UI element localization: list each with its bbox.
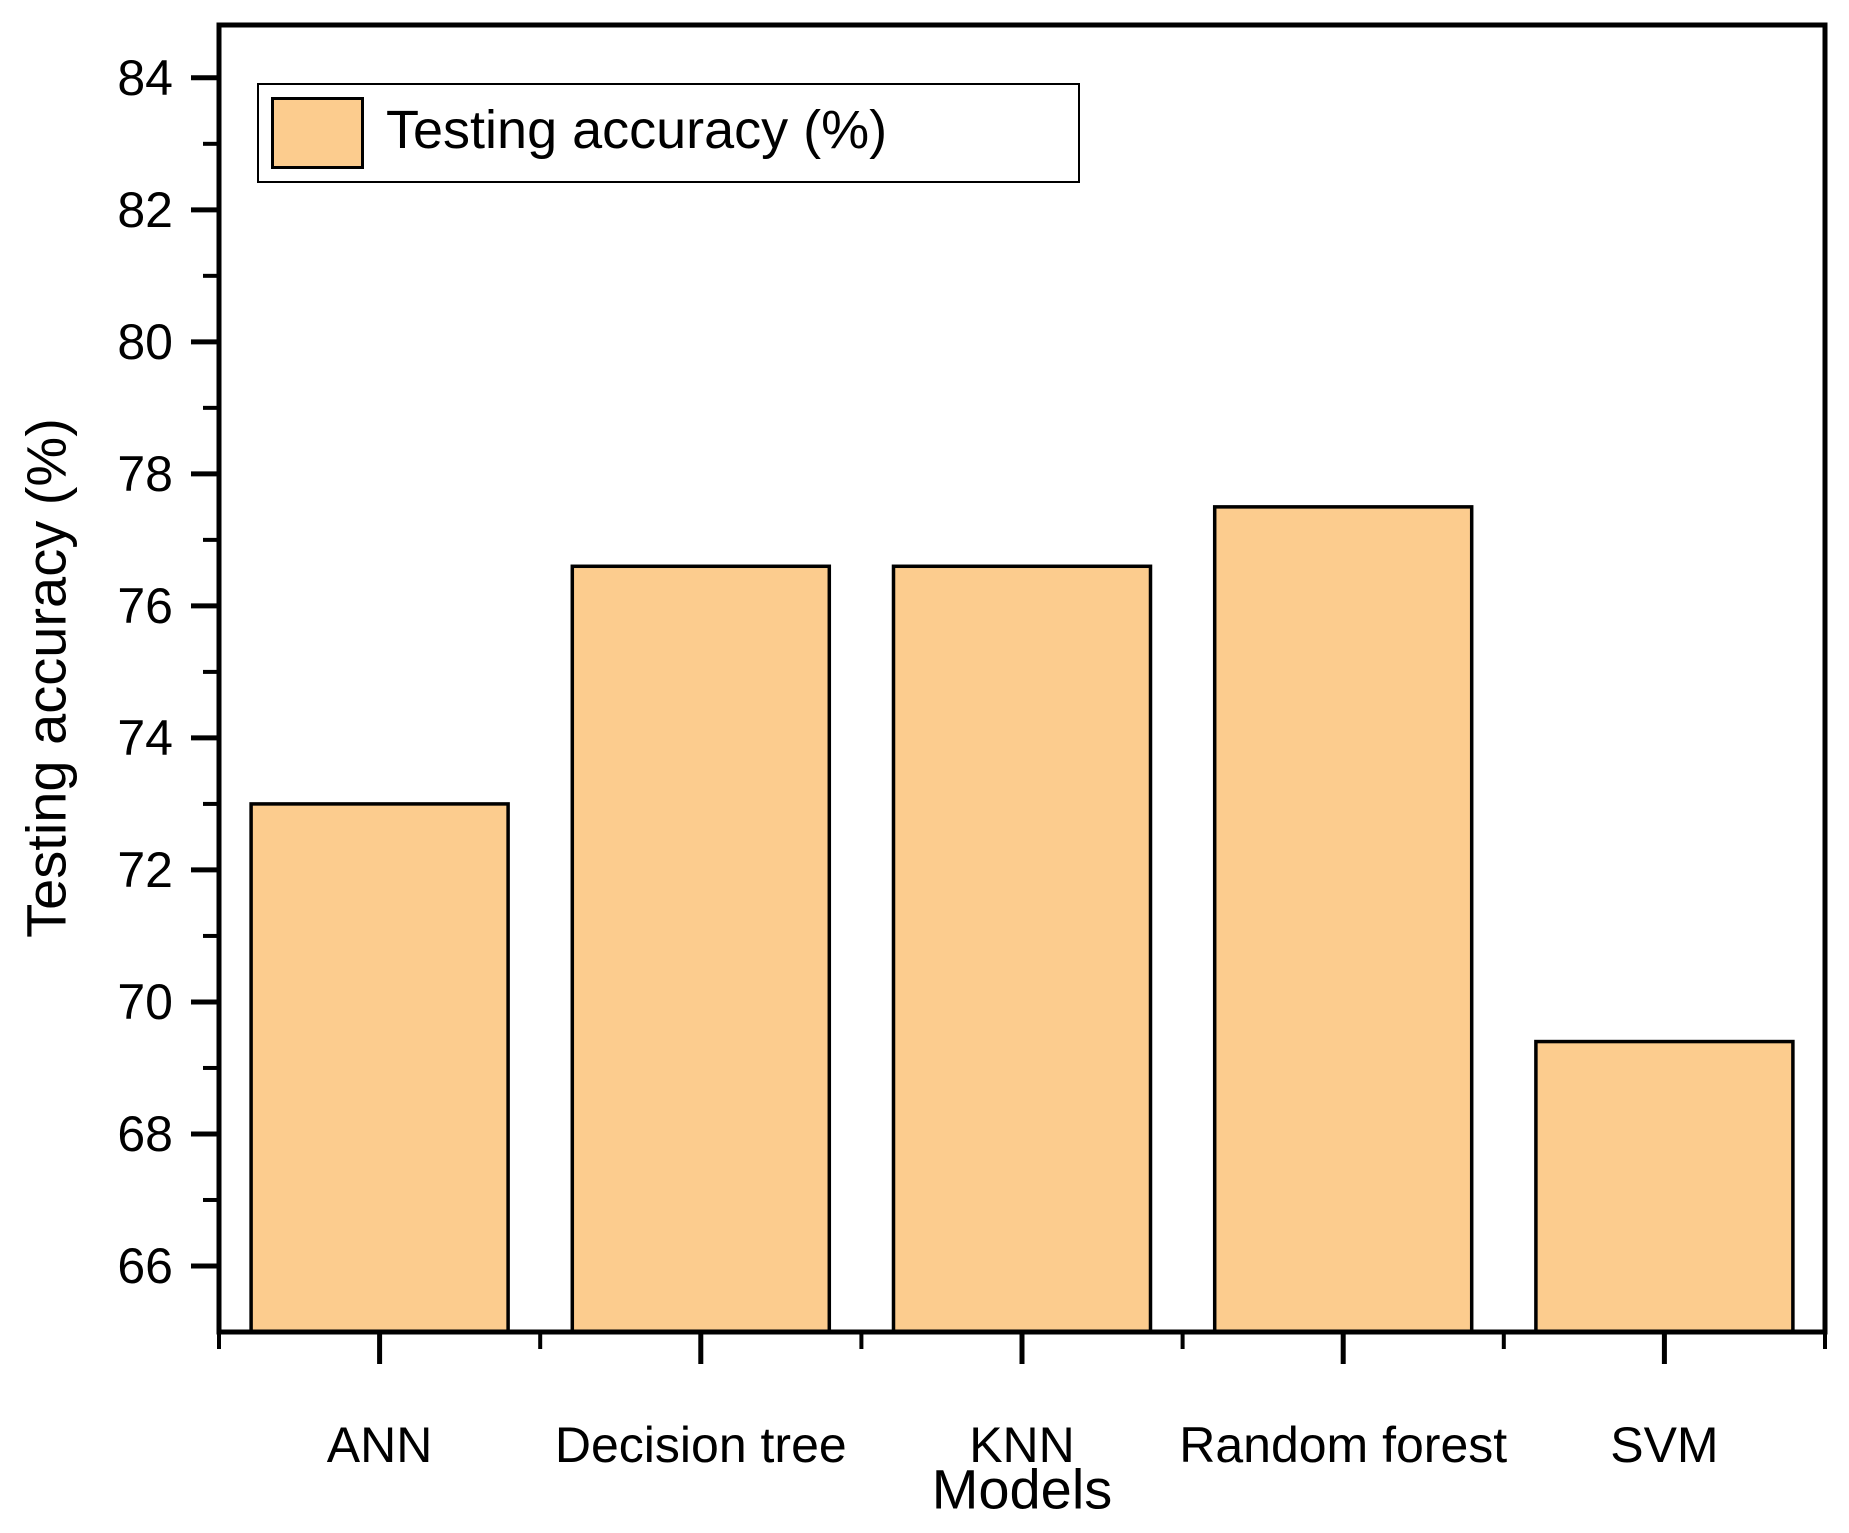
x-axis-category-label: ANN [327, 1417, 433, 1473]
y-axis-tick-label: 76 [117, 578, 173, 634]
y-axis-tick-label: 72 [117, 842, 173, 898]
plot-border [216, 22, 1828, 1335]
bar-random-forest [1212, 505, 1474, 1334]
legend-label: Testing accuracy (%) [386, 100, 888, 160]
bar-decision-tree [570, 564, 832, 1334]
bar-svm [1534, 1039, 1795, 1334]
y-axis-tick-label: 68 [117, 1106, 173, 1162]
y-axis-tick-label: 82 [117, 182, 173, 238]
y-axis-tick-label: 78 [117, 446, 173, 502]
bar-ann [249, 802, 510, 1334]
y-axis-title: Testing accuracy (%) [14, 418, 78, 938]
x-axis-category-label: Random forest [1179, 1417, 1507, 1473]
x-axis-category-label: SVM [1610, 1417, 1718, 1473]
x-axis-title: Models [931, 1457, 1113, 1521]
x-axis-category-label: Decision tree [555, 1417, 847, 1473]
y-axis-tick-label: 80 [117, 314, 173, 370]
x-axis-category-label: KNN [969, 1417, 1075, 1473]
bar-knn [891, 564, 1153, 1334]
y-axis-tick-label: 66 [117, 1238, 173, 1294]
y-axis-tick-label: 74 [117, 710, 173, 766]
y-axis-tick-label: 84 [117, 50, 173, 106]
y-axis-tick-label: 70 [117, 974, 173, 1030]
legend-box: Testing accuracy (%) [257, 83, 1080, 183]
legend-swatch [271, 97, 364, 169]
